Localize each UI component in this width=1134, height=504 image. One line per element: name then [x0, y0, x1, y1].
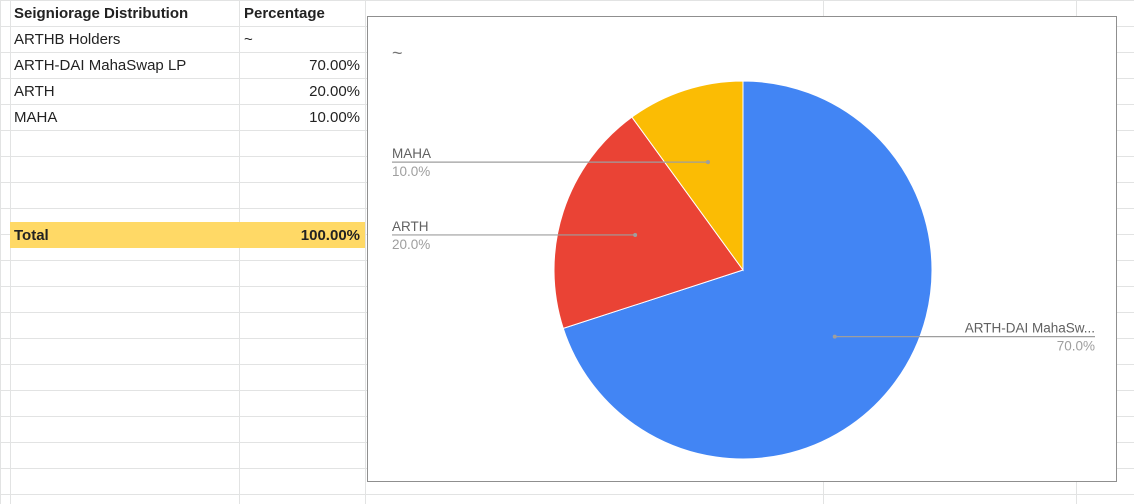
- cell-value[interactable]: 70.00%: [309, 57, 360, 74]
- chart-title: ~: [392, 43, 403, 63]
- pie-slice[interactable]: [562, 80, 933, 460]
- pie-slice[interactable]: [553, 116, 744, 330]
- grid-line: [239, 0, 240, 504]
- total-value-cell[interactable]: 100.00%: [300, 227, 360, 244]
- grid-line: [10, 0, 11, 504]
- cell-value[interactable]: 10.00%: [309, 109, 360, 126]
- header-cell-distribution[interactable]: Seigniorage Distribution: [14, 5, 189, 22]
- cell-name[interactable]: ARTH-DAI MahaSwap LP: [14, 57, 187, 74]
- pie-chart[interactable]: ~ ARTH-DAI MahaSw... 70.0% ARTH 20.0% MAHA 10…: [367, 16, 1117, 482]
- total-label-cell[interactable]: Total: [14, 227, 49, 244]
- pie-slice[interactable]: [631, 80, 744, 272]
- slice-label: ARTH-DAI MahaSw...: [965, 321, 1095, 336]
- cell-name[interactable]: ARTHB Holders: [14, 31, 121, 48]
- slice-label: ARTH: [392, 219, 429, 234]
- cell-value[interactable]: 20.00%: [309, 83, 360, 100]
- cell-name[interactable]: ARTH: [14, 83, 55, 100]
- slice-label: MAHA: [392, 146, 431, 161]
- total-row-highlight: [10, 222, 365, 248]
- cell-value[interactable]: ~: [244, 31, 253, 48]
- grid-line: [365, 0, 366, 504]
- header-cell-percentage[interactable]: Percentage: [244, 5, 325, 22]
- pie-chart-svg: ~ ARTH-DAI MahaSw... 70.0% ARTH 20.0% MAHA 10…: [392, 43, 1095, 460]
- cell-name[interactable]: MAHA: [14, 109, 58, 126]
- slice-percent-label: 20.0%: [392, 237, 430, 252]
- slice-percent-label: 10.0%: [392, 164, 430, 179]
- slice-percent-label: 70.0%: [1057, 339, 1095, 354]
